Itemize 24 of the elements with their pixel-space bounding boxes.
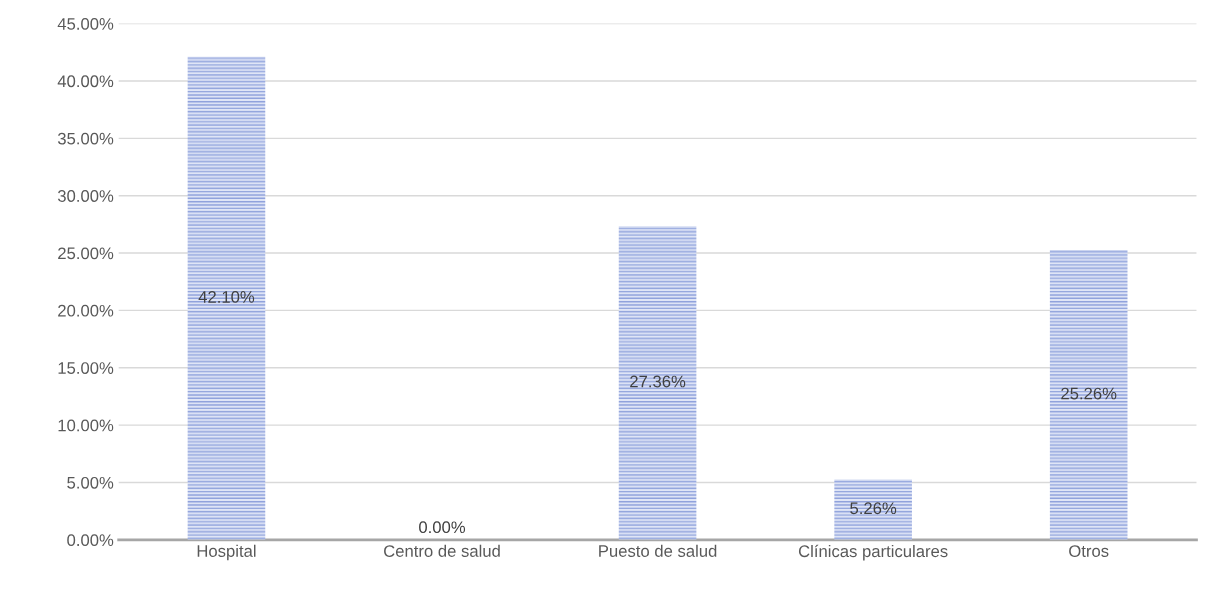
x-tick-label: Centro de salud — [384, 544, 500, 557]
data-label: 42.10% — [198, 291, 255, 303]
data-label: 27.36% — [630, 375, 686, 388]
data-label: 25.26% — [1061, 387, 1117, 400]
y-tick-label: 0.00% — [67, 534, 114, 547]
y-tick-label: 40.00% — [57, 75, 114, 88]
y-tick-label: 20.00% — [58, 304, 114, 317]
bar — [618, 225, 697, 540]
x-tick-label: Hospital — [197, 544, 256, 561]
y-tick-label: 5.00% — [67, 476, 114, 489]
y-tick-label: 35.00% — [57, 132, 114, 145]
x-tick-label: Clínicas particulares — [798, 544, 948, 561]
y-tick-label: 10.00% — [58, 419, 114, 432]
bar — [1049, 250, 1128, 540]
y-tick-label: 25.00% — [58, 247, 114, 260]
x-tick-label: Otros — [1069, 545, 1109, 557]
bar — [834, 479, 912, 540]
data-label: 0.00% — [419, 521, 466, 534]
data-label: 5.26% — [850, 502, 897, 515]
y-tick-label: 45.00% — [57, 18, 114, 30]
y-tick-label: 15.00% — [58, 362, 114, 374]
x-tick-label: Puesto de salud — [599, 544, 717, 557]
bar — [187, 56, 266, 540]
y-tick-label: 30.00% — [57, 190, 114, 202]
